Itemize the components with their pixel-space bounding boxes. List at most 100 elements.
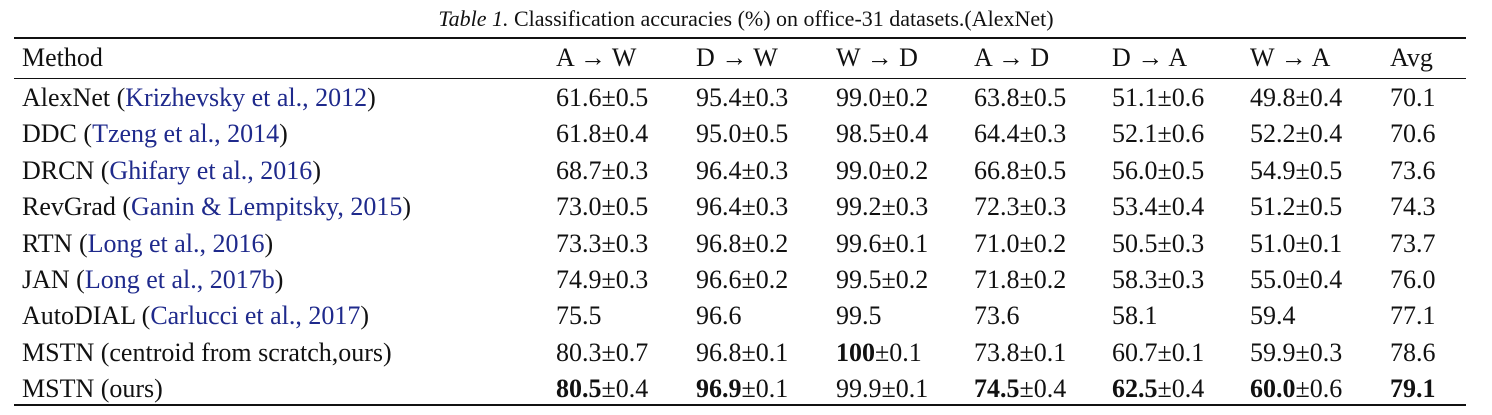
- value-cell: 96.6: [696, 298, 742, 334]
- table-row: MSTN (ours) 80.5±0.4 96.9±0.1 99.9±0.1 74.5±…: [0, 371, 1492, 407]
- caption-text: Classification accuracies (%) on office-…: [514, 6, 1054, 31]
- value-number: 50.5: [1112, 228, 1158, 258]
- header-a-w: A → W: [556, 43, 637, 72]
- value-number: 96.8: [696, 337, 742, 367]
- value-number: 96.6: [696, 301, 742, 331]
- value-number: 68.7: [556, 155, 602, 185]
- value-number: 96.9: [696, 374, 742, 404]
- value-number: 73.8: [974, 337, 1020, 367]
- value-number: 55.0: [1250, 265, 1296, 294]
- value-cell: 99.9±0.1: [836, 371, 928, 407]
- citation-link: Carlucci et al., 2017: [150, 301, 361, 331]
- citation-link: Ghifary et al., 2016: [109, 155, 313, 185]
- value-cell: 68.7±0.3: [556, 153, 648, 189]
- value-cell: 60.7±0.1: [1112, 335, 1204, 371]
- value-number: 70.1: [1390, 83, 1436, 112]
- value-std: ±0.4: [1295, 119, 1343, 149]
- value-cell: 70.1: [1390, 80, 1436, 116]
- value-number: 73.3: [556, 228, 602, 258]
- header-avg: Avg: [1390, 43, 1433, 72]
- value-std: ±0.5: [1295, 155, 1343, 185]
- value-cell: 73.3±0.3: [556, 226, 648, 262]
- bottom-rule: [14, 404, 1466, 406]
- value-std: ±0.2: [881, 83, 929, 112]
- value-cell: 73.6: [974, 298, 1020, 334]
- value-std: ±0.4: [881, 119, 929, 149]
- value-std: ±0.2: [741, 265, 789, 294]
- value-cell: 56.0±0.5: [1112, 153, 1204, 189]
- value-std: ±0.1: [741, 374, 789, 404]
- method-name: MSTN (centroid from scratch,ours): [22, 337, 392, 367]
- value-std: ±0.2: [881, 155, 929, 185]
- value-number: 80.5: [556, 374, 602, 404]
- method-cell: AutoDIAL (Carlucci et al., 2017): [22, 301, 370, 331]
- value-std: ±0.1: [881, 228, 929, 258]
- value-cell: 52.1±0.6: [1112, 116, 1204, 152]
- value-cell: 51.1±0.6: [1112, 80, 1204, 116]
- value-std: ±0.6: [1295, 374, 1343, 404]
- value-std: ±0.6: [1157, 83, 1205, 112]
- caption-label: Table 1.: [438, 6, 509, 31]
- value-number: 96.6: [696, 265, 742, 294]
- value-std: ±0.3: [1019, 192, 1067, 222]
- value-cell: 99.0±0.2: [836, 153, 928, 189]
- citation-link: Ganin & Lempitsky, 2015: [131, 192, 403, 222]
- value-std: ±0.4: [1295, 83, 1343, 112]
- value-cell: 51.2±0.5: [1250, 189, 1342, 225]
- value-std: ±0.4: [1019, 374, 1067, 404]
- method-name: AutoDIAL: [22, 301, 136, 331]
- value-cell: 54.9±0.5: [1250, 153, 1342, 189]
- value-cell: 96.8±0.1: [696, 335, 788, 371]
- value-cell: 96.8±0.2: [696, 226, 788, 262]
- value-number: 71.8: [974, 265, 1020, 294]
- value-number: 51.0: [1250, 228, 1296, 258]
- value-number: 49.8: [1250, 83, 1296, 112]
- value-number: 58.3: [1112, 265, 1158, 294]
- value-std: ±0.5: [1157, 155, 1205, 185]
- citation-link: Long et al., 2017b: [84, 265, 275, 294]
- value-cell: 55.0±0.4: [1250, 262, 1342, 298]
- value-cell: 53.4±0.4: [1112, 189, 1204, 225]
- value-cell: 73.0±0.5: [556, 189, 648, 225]
- value-std: ±0.4: [1295, 265, 1343, 294]
- value-number: 51.2: [1250, 192, 1296, 222]
- value-number: 59.4: [1250, 301, 1296, 331]
- value-std: ±0.3: [881, 192, 929, 222]
- value-std: ±0.2: [741, 228, 789, 258]
- value-number: 99.5: [836, 301, 882, 331]
- method-cell: MSTN (centroid from scratch,ours): [22, 335, 392, 371]
- value-std: ±0.2: [1019, 228, 1067, 258]
- value-number: 73.6: [1390, 155, 1436, 185]
- citation-link: Tzeng et al., 2014: [92, 119, 280, 149]
- value-std: ±0.1: [881, 374, 929, 404]
- value-cell: 71.8±0.2: [974, 262, 1066, 298]
- value-std: ±0.3: [741, 83, 789, 112]
- value-cell: 100±0.1: [836, 335, 922, 371]
- value-std: ±0.4: [1157, 192, 1205, 222]
- value-std: ±0.6: [1157, 119, 1205, 149]
- value-cell: 77.1: [1390, 298, 1436, 334]
- value-number: 66.8: [974, 155, 1020, 185]
- value-number: 74.9: [556, 265, 602, 294]
- value-number: 96.4: [696, 192, 742, 222]
- value-cell: 74.5±0.4: [974, 371, 1066, 407]
- value-cell: 61.6±0.5: [556, 80, 648, 116]
- value-std: ±0.7: [601, 337, 649, 367]
- method-name: RTN: [22, 228, 73, 258]
- value-std: ±0.1: [1295, 228, 1343, 258]
- value-number: 79.1: [1390, 374, 1436, 404]
- header-rule: [14, 78, 1466, 79]
- value-cell: 60.0±0.6: [1250, 371, 1342, 407]
- value-std: ±0.1: [1157, 337, 1205, 367]
- value-number: 60.0: [1250, 374, 1296, 404]
- value-cell: 59.9±0.3: [1250, 335, 1342, 371]
- value-cell: 71.0±0.2: [974, 226, 1066, 262]
- value-number: 73.0: [556, 192, 602, 222]
- value-number: 95.0: [696, 119, 742, 149]
- header-d-w: D → W: [696, 43, 778, 72]
- method-cell: AlexNet (Krizhevsky et al., 2012): [22, 83, 376, 112]
- value-number: 70.6: [1390, 119, 1436, 149]
- value-number: 64.4: [974, 119, 1020, 149]
- table-row: AutoDIAL (Carlucci et al., 2017) 75.5 96.6…: [0, 298, 1492, 334]
- value-std: ±0.3: [1157, 228, 1205, 258]
